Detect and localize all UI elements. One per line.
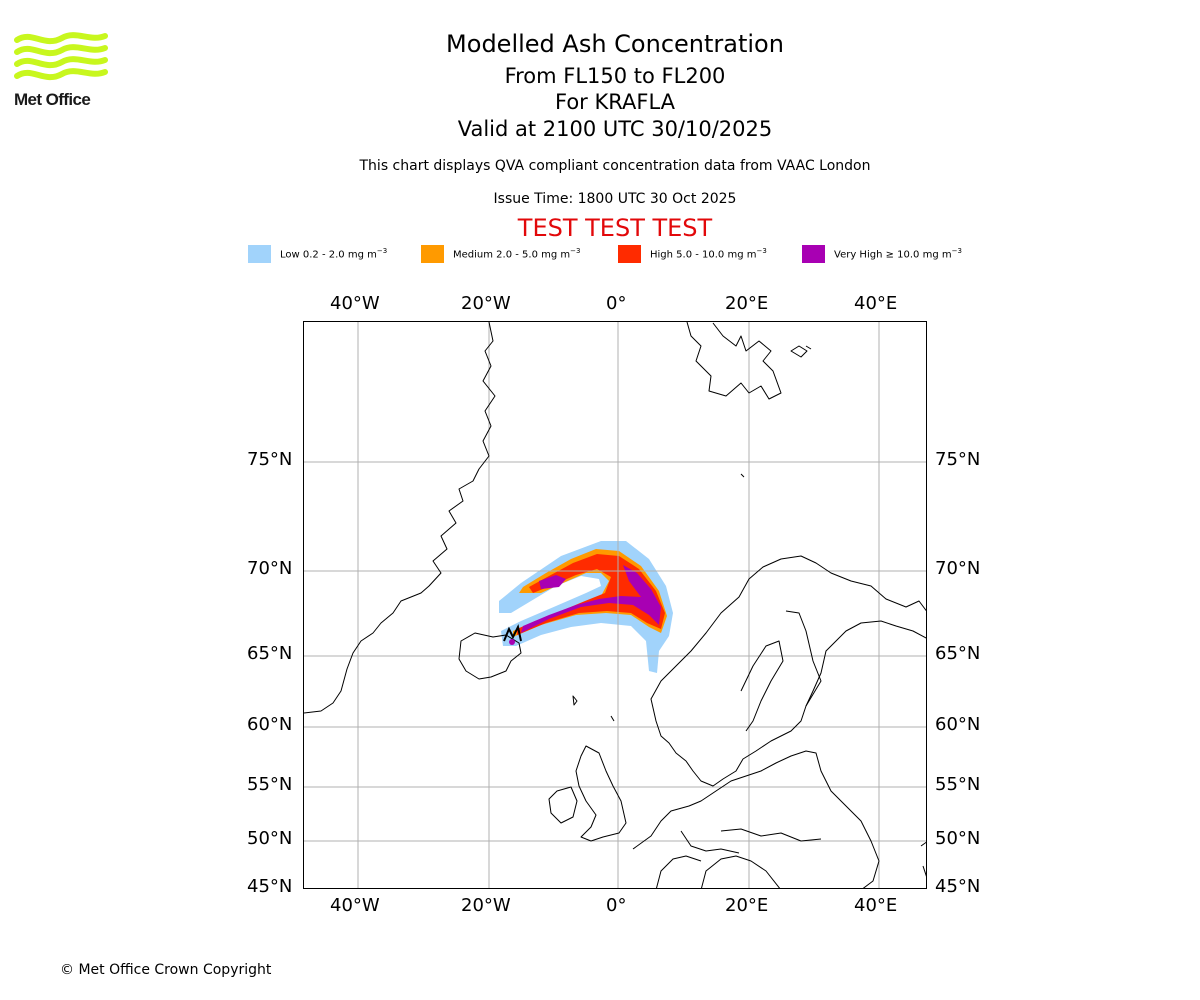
legend-swatch-low (248, 245, 271, 263)
copyright-text: © Met Office Crown Copyright (60, 962, 272, 978)
lon-tick-top-20e: 20°E (725, 293, 769, 314)
flight-level-range: From FL150 to FL200 (504, 64, 726, 88)
test-banner: TEST TEST TEST (517, 214, 713, 242)
lat-tick-left-65n: 65°N (247, 643, 293, 664)
lat-tick-right-70n: 70°N (935, 558, 981, 579)
volcano-name: For KRAFLA (555, 90, 675, 114)
legend-swatch-medium (421, 245, 444, 263)
legend-item-high: High 5.0 - 10.0 mg m−3 (618, 244, 767, 264)
lat-tick-left-60n: 60°N (247, 714, 293, 735)
ash-very-high-region (521, 565, 661, 633)
legend-item-medium: Medium 2.0 - 5.0 mg m−3 (421, 244, 580, 264)
lon-tick-top-40w: 40°W (330, 293, 380, 314)
greenland-coastline (304, 322, 496, 714)
lon-tick-bottom-40e: 40°E (854, 895, 898, 916)
ash-very-high-core (539, 575, 566, 589)
scandinavia-coastline (650, 555, 926, 787)
logo-text: Met Office (14, 90, 91, 109)
lon-tick-top-40e: 40°E (854, 293, 898, 314)
met-office-logo-icon (14, 32, 108, 81)
lat-tick-right-75n: 75°N (935, 449, 981, 470)
lat-tick-left-50n: 50°N (247, 828, 293, 849)
legend-item-low: Low 0.2 - 2.0 mg m−3 (248, 244, 387, 264)
lat-tick-right-50n: 50°N (935, 828, 981, 849)
lat-tick-right-45n: 45°N (935, 876, 981, 897)
legend-label-very-high: Very High ≥ 10.0 mg m−3 (834, 247, 962, 261)
graticule (304, 322, 926, 888)
coastlines (304, 322, 926, 888)
volcano-marker-icon (503, 624, 522, 645)
europe-coastline (632, 750, 880, 888)
map-canvas (304, 322, 926, 888)
lat-tick-right-65n: 65°N (935, 643, 981, 664)
issue-time: Issue Time: 1800 UTC 30 Oct 2025 (493, 191, 737, 207)
lon-tick-bottom-0: 0° (606, 895, 627, 916)
legend-swatch-very-high (802, 245, 825, 263)
lat-tick-left-75n: 75°N (247, 449, 293, 470)
valid-time: Valid at 2100 UTC 30/10/2025 (457, 117, 773, 141)
svalbard-coastline (686, 322, 782, 400)
iceland-coastline (458, 632, 522, 680)
lat-tick-right-60n: 60°N (935, 714, 981, 735)
ireland-coastline (548, 786, 578, 824)
map-panel (303, 321, 927, 889)
lat-tick-right-55n: 55°N (935, 774, 981, 795)
lat-tick-left-55n: 55°N (247, 774, 293, 795)
lon-tick-bottom-20e: 20°E (725, 895, 769, 916)
lat-tick-left-45n: 45°N (247, 876, 293, 897)
lat-tick-left-70n: 70°N (247, 558, 293, 579)
lon-tick-top-20w: 20°W (461, 293, 511, 314)
info-text: This chart displays QVA compliant concen… (359, 158, 871, 174)
legend-label-high: High 5.0 - 10.0 mg m−3 (650, 247, 767, 261)
lon-tick-bottom-20w: 20°W (461, 895, 511, 916)
lon-tick-top-0: 0° (606, 293, 627, 314)
chart-title: Modelled Ash Concentration (446, 30, 784, 58)
legend-label-low: Low 0.2 - 2.0 mg m−3 (280, 247, 388, 261)
legend-label-medium: Medium 2.0 - 5.0 mg m−3 (453, 247, 581, 261)
legend-swatch-high (618, 245, 641, 263)
legend-item-very-high: Very High ≥ 10.0 mg m−3 (802, 244, 962, 264)
great-britain-coastline (575, 745, 627, 842)
lon-tick-bottom-40w: 40°W (330, 895, 380, 916)
